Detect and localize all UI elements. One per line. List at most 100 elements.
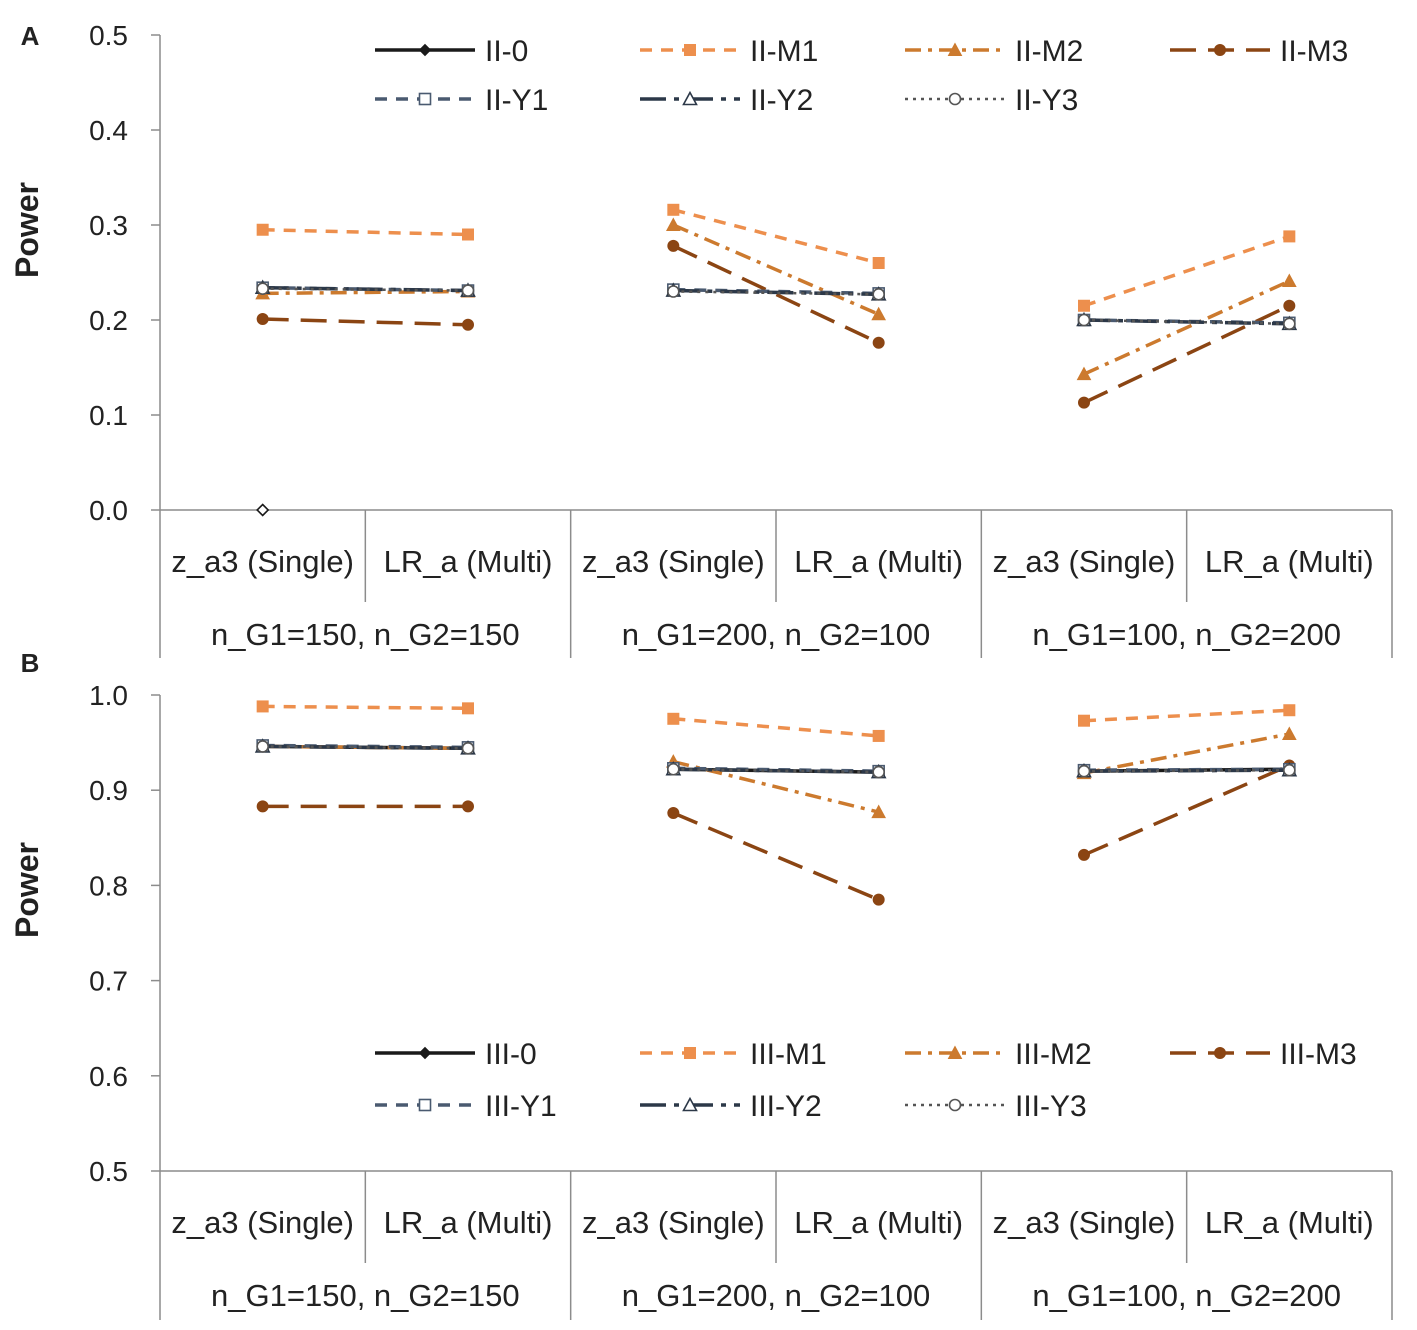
panel-a-legend-label: II-Y2 xyxy=(750,84,813,117)
panel-b-legend-item-iii-y2: III-Y2 xyxy=(640,1090,822,1123)
panel-b-legend-label: III-M3 xyxy=(1280,1038,1357,1071)
panel-a-ii-m2-point xyxy=(1076,366,1092,381)
panel-a-chart: A 0.0 0.1 0.2 0.3 0.4 0.5 Power z_a3 (Single) LR… xyxy=(9,20,1393,658)
panel-b-y-tick-label: 0.8 xyxy=(89,870,128,901)
panel-a-ii-m3-point xyxy=(256,313,269,326)
panel-a-label: A xyxy=(21,21,40,51)
panel-a-category-label: z_a3 (Single) xyxy=(993,544,1176,579)
panel-a-ii-m1-line xyxy=(1083,234,1290,308)
panel-a-legend-item-ii-y2: II-Y2 xyxy=(640,84,813,117)
panel-a-ii-m1-point xyxy=(1078,299,1090,312)
panel-a-ii-m2-point xyxy=(665,217,681,231)
panel-a-ii-m3-point xyxy=(872,336,885,349)
panel-a-legend-swatch-marker xyxy=(947,42,963,56)
panel-b-chart: B 0.5 0.6 0.7 0.8 0.9 1.0 Power z_a3 (Single) LR… xyxy=(9,648,1393,1320)
panel-b-iii-y3-line xyxy=(262,745,469,750)
panel-b-iii-y3-point xyxy=(872,765,885,779)
panel-a-legend-label: II-0 xyxy=(485,35,528,68)
panel-b-y-tick-label: 1.0 xyxy=(89,680,128,711)
panel-a-ii-m3-point xyxy=(1078,396,1090,409)
panel-a-group-label: n_G1=200, n_G2=100 xyxy=(622,617,931,652)
panel-b-iii-m1-line xyxy=(262,704,469,711)
panel-a-ii-m1-line xyxy=(262,228,469,237)
panel-a-ii-y3-point xyxy=(1283,317,1296,331)
panel-a-ii-m2-point xyxy=(1281,273,1297,288)
panel-a-legend-item-ii-0: II-0 xyxy=(375,35,528,68)
panel-b-group-label: n_G1=200, n_G2=100 xyxy=(622,1278,931,1313)
panel-b-iii-y3-line xyxy=(673,768,879,774)
panel-b-iii-m1-point xyxy=(1078,714,1090,727)
panel-a-ii-y1-line xyxy=(1083,318,1290,325)
panel-a-legend-label: II-M1 xyxy=(750,35,818,68)
panel-b-series-iii-y3 xyxy=(256,740,1296,779)
panel-a-category-label: z_a3 (Single) xyxy=(582,544,765,579)
panel-b-series-iii-m1 xyxy=(256,700,1296,742)
panel-b-legend-item-iii-m3: III-M3 xyxy=(1170,1038,1357,1071)
panel-b-legend-swatch-marker xyxy=(682,1096,698,1112)
panel-b-legend-label: III-Y1 xyxy=(485,1090,557,1123)
panel-a-legend-swatch-marker xyxy=(418,92,432,106)
panel-b-iii-y3-point xyxy=(667,762,680,776)
panel-b-iii-m2-point xyxy=(871,804,887,819)
panel-a-legend-swatch-marker xyxy=(418,43,432,57)
panel-b-iii-m1-line xyxy=(1083,708,1290,723)
panel-b-legend-item-iii-y3: III-Y3 xyxy=(905,1090,1087,1123)
panel-b-iii-y3-line xyxy=(1083,768,1290,773)
panel-a-y-tick-label: 0.3 xyxy=(89,210,128,241)
panel-a-series-ii-y3 xyxy=(256,282,1296,331)
panel-a-ii-y3-line xyxy=(262,287,469,292)
panel-a-legend-swatch-marker xyxy=(948,92,962,106)
panel-b-legend-swatch-marker xyxy=(418,1046,432,1060)
panel-b-legend-swatch-marker xyxy=(947,1045,963,1059)
panel-a-ii-m2-line xyxy=(672,223,880,316)
panel-b-category-label: LR_a (Multi) xyxy=(384,1205,553,1240)
panel-b-iii-m1-point xyxy=(1283,704,1296,717)
panel-b-iii-y3-point xyxy=(1283,763,1296,777)
panel-a-legend-swatch-marker xyxy=(682,90,698,106)
panel-a-ii-y3-point xyxy=(256,282,269,295)
panel-a-y-axis-title: Power xyxy=(9,182,45,278)
panel-b-iii-m3-point xyxy=(462,800,474,813)
panel-b-category-label: z_a3 (Single) xyxy=(582,1205,765,1240)
panel-a-ii-y3-point xyxy=(872,288,885,301)
panel-b-category-label: z_a3 (Single) xyxy=(171,1205,354,1240)
panel-b-iii-m3-line xyxy=(1083,763,1291,857)
panel-b-y-tick-label: 0.7 xyxy=(89,966,128,997)
panel-b-y-tick-label: 0.5 xyxy=(89,1156,128,1187)
panel-b-iii-m3-point xyxy=(1078,848,1090,861)
panel-b-legend-swatch-marker xyxy=(418,1098,432,1112)
panel-b-iii-y3-point xyxy=(256,740,269,753)
panel-a-ii-m1-line xyxy=(672,208,880,265)
panel-a-legend-label: II-Y1 xyxy=(485,84,548,117)
panel-b-iii-m1-line xyxy=(673,717,879,738)
panel-b-legend: III-0 III-M1 III-M2 III-M3 III-Y1 III-Y2 III-Y… xyxy=(375,1038,1357,1123)
panel-a-ii-m1-point xyxy=(667,203,680,216)
panel-b-group-label: n_G1=150, n_G2=150 xyxy=(211,1278,520,1313)
panel-b-iii-m1-point xyxy=(872,729,885,742)
panel-a-y-tick-label: 0.2 xyxy=(89,305,128,336)
panel-a-legend-label: II-Y3 xyxy=(1015,84,1078,117)
panel-a-y-tick-label: 0.1 xyxy=(89,400,128,431)
panel-a-ii-y3-line xyxy=(673,290,879,296)
panel-a-ii-0-point xyxy=(256,503,270,517)
panel-b-iii-y1-line xyxy=(1083,767,1290,772)
panel-b-category-label: z_a3 (Single) xyxy=(993,1205,1176,1240)
panel-b-y-axis-title: Power xyxy=(9,842,45,938)
panel-a-ii-m2-line xyxy=(1083,279,1291,376)
panel-b-legend-label: III-0 xyxy=(485,1038,537,1071)
panel-a-ii-y3-point xyxy=(667,285,680,298)
panel-a-ii-y3-point xyxy=(1077,313,1091,327)
panel-a-y-tick-label: 0.5 xyxy=(89,20,128,51)
panel-a-legend-label: II-M2 xyxy=(1015,35,1083,68)
panel-b-iii-m2-point xyxy=(1281,726,1297,741)
panel-a-ii-m3-line xyxy=(262,317,469,327)
panel-b-iii-m3-point xyxy=(872,893,885,906)
panel-b-iii-m1-point xyxy=(256,700,269,713)
panel-a-series-ii-m2 xyxy=(255,217,1297,381)
panel-a-series-ii-m3 xyxy=(256,239,1296,409)
panel-a-y-tick-label: 0.4 xyxy=(89,115,128,146)
panel-a-series-ii-0 xyxy=(256,503,270,517)
panel-a-legend-swatch-marker xyxy=(1214,44,1226,56)
panel-a-ii-m1-point xyxy=(256,223,269,236)
